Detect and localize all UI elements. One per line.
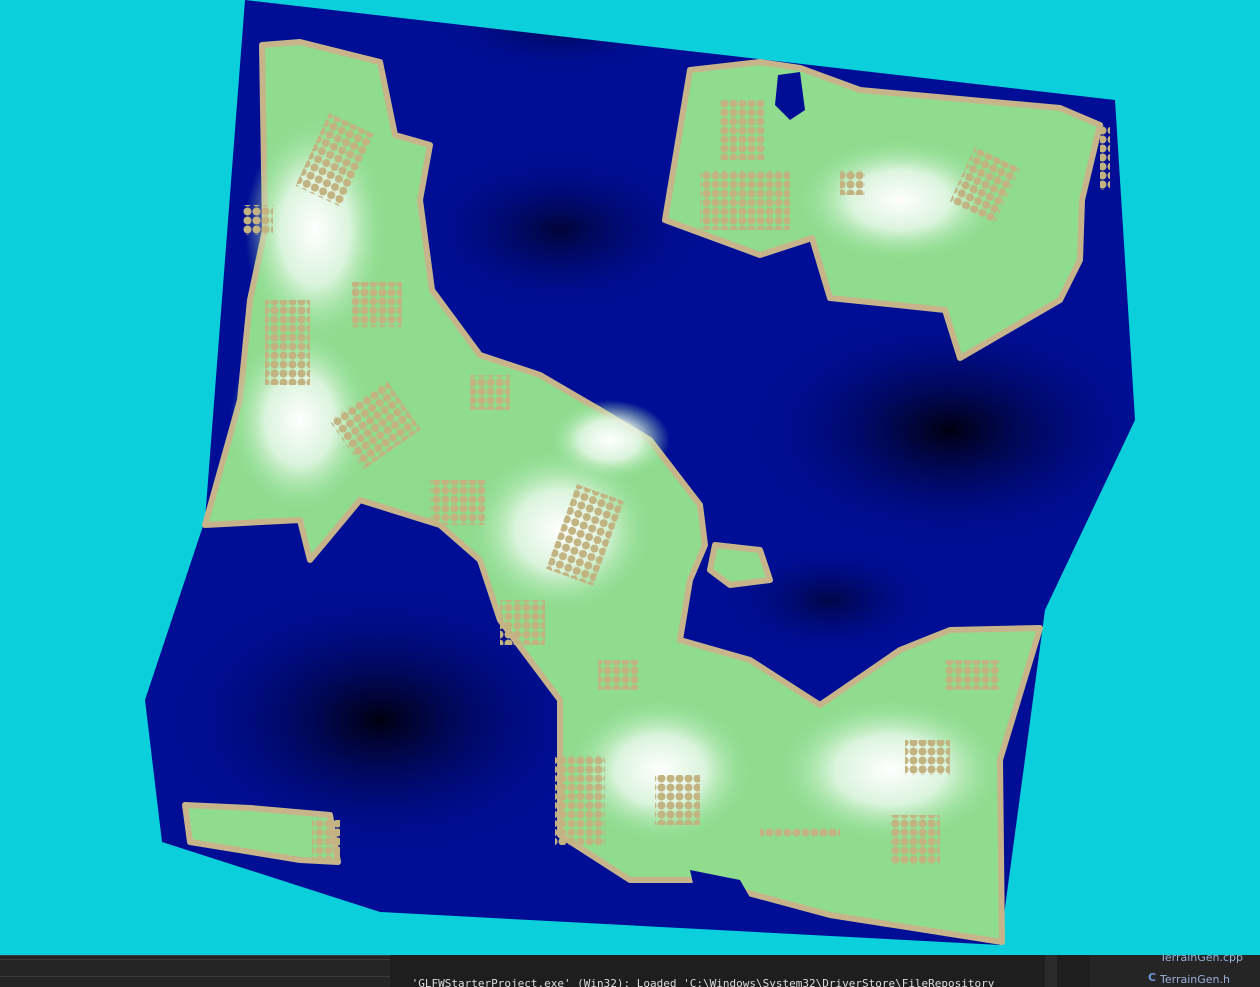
separator xyxy=(0,976,390,977)
file-item[interactable]: TerrainGen.cpp xyxy=(1160,955,1244,964)
file-item[interactable]: TerrainGen.h xyxy=(1160,973,1230,986)
output-window: 'GLFWStarterProject.exe' (Win32): Loaded… xyxy=(405,955,1041,987)
scrollbar[interactable] xyxy=(1045,955,1057,987)
side-panel xyxy=(0,955,390,987)
file-icon: C xyxy=(1148,971,1157,984)
lake xyxy=(775,72,805,120)
deep-water xyxy=(150,0,1135,870)
separator xyxy=(0,959,390,960)
solution-explorer: TerrainGen.cpp C TerrainGen.h xyxy=(1090,955,1260,987)
output-line: 'GLFWStarterProject.exe' (Win32): Loaded… xyxy=(405,977,995,987)
bay xyxy=(690,870,760,915)
visual-studio-panels: 'GLFWStarterProject.exe' (Win32): Loaded… xyxy=(0,955,1260,987)
sand-dots xyxy=(243,100,1110,865)
snow xyxy=(230,120,1000,840)
